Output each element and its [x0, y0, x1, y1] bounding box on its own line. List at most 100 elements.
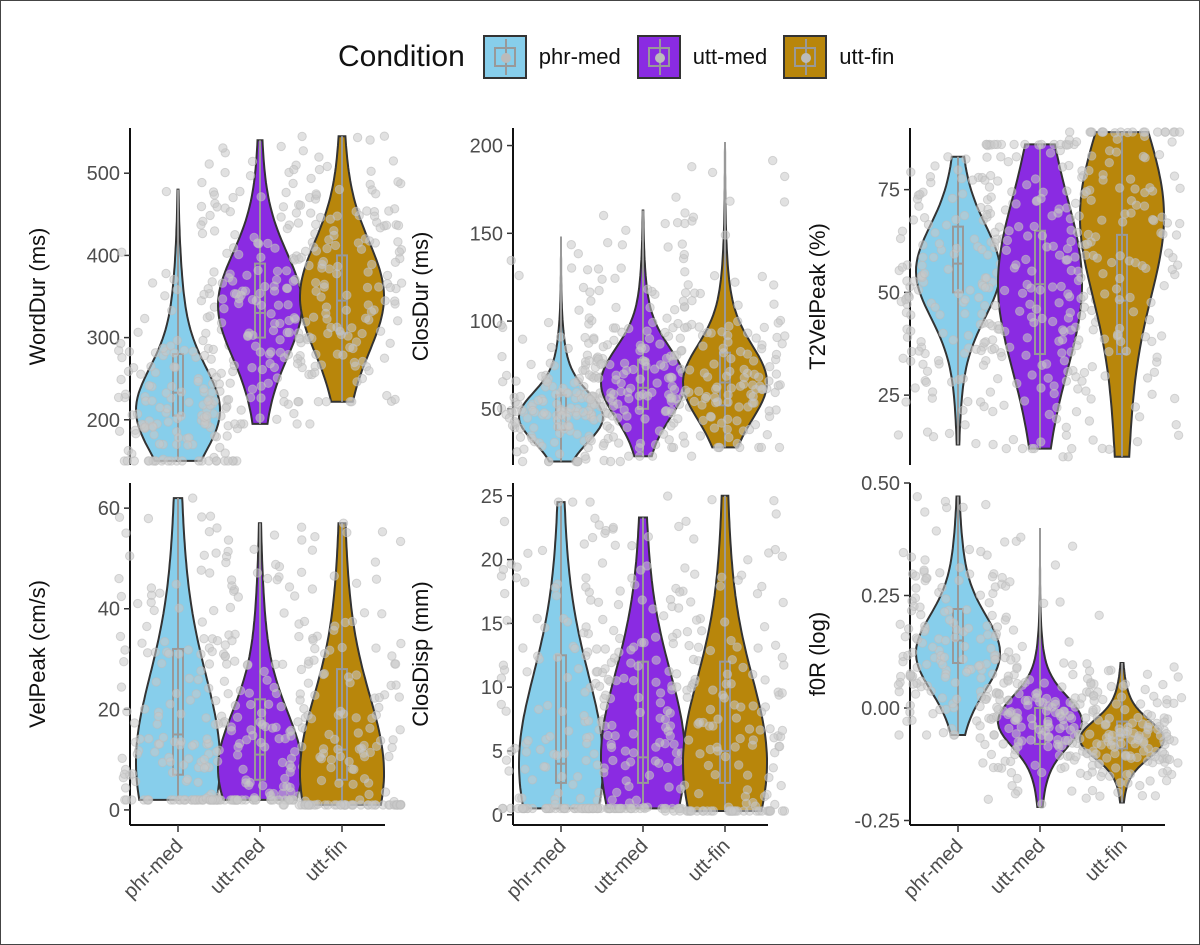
data-point: [207, 277, 217, 287]
data-point: [114, 512, 125, 522]
data-point: [928, 432, 939, 442]
data-point: [305, 419, 315, 429]
data-point: [496, 403, 507, 414]
data-point: [1082, 673, 1093, 684]
data-point: [611, 370, 621, 380]
data-point: [1072, 227, 1083, 238]
data-point: [260, 742, 270, 752]
data-point: [670, 305, 680, 315]
data-point: [660, 327, 670, 338]
data-point: [774, 442, 785, 453]
data-point: [390, 394, 400, 405]
data-point: [291, 208, 302, 218]
data-point: [545, 358, 555, 368]
data-point: [321, 397, 331, 407]
data-point: [506, 803, 516, 813]
data-point: [912, 662, 922, 672]
data-point: [114, 573, 124, 584]
data-point: [683, 735, 694, 745]
data-point: [270, 243, 280, 253]
data-point: [894, 730, 904, 740]
data-point: [1030, 760, 1040, 770]
data-point: [167, 305, 177, 316]
data-point: [1005, 756, 1016, 767]
data-point: [157, 658, 167, 669]
data-point: [150, 747, 160, 757]
data-point: [1063, 452, 1073, 462]
data-point: [129, 718, 140, 728]
data-point: [151, 677, 161, 687]
data-point: [687, 162, 697, 172]
data-point: [1174, 127, 1185, 137]
data-point: [919, 565, 929, 575]
data-point: [1142, 669, 1153, 679]
data-point: [208, 378, 218, 389]
y-axis-title: WordDur (ms): [25, 228, 50, 366]
data-point: [608, 522, 618, 533]
data-point: [259, 666, 269, 677]
data-point: [1102, 753, 1112, 763]
data-point: [769, 496, 779, 506]
data-point: [264, 349, 275, 359]
data-point: [1112, 134, 1122, 145]
data-point: [915, 602, 925, 612]
data-point: [748, 669, 758, 680]
data-point: [898, 657, 908, 667]
data-point: [1076, 310, 1087, 321]
data-point: [544, 456, 554, 467]
data-point: [353, 238, 364, 248]
data-point: [1044, 409, 1055, 420]
data-point: [256, 393, 266, 403]
data-point: [193, 675, 204, 685]
data-point: [600, 721, 610, 731]
data-point: [222, 248, 232, 259]
data-point: [650, 756, 661, 766]
data-point: [1067, 786, 1077, 796]
data-point: [335, 751, 345, 762]
data-point: [244, 688, 255, 698]
data-point: [371, 189, 381, 199]
data-point: [683, 280, 693, 290]
data-point: [1104, 347, 1114, 357]
data-point: [173, 433, 184, 443]
data-point: [225, 602, 236, 613]
data-point: [1114, 323, 1125, 334]
data-point: [347, 764, 357, 774]
data-point: [599, 768, 609, 778]
data-point: [266, 309, 276, 319]
data-point: [207, 646, 217, 657]
data-point: [318, 669, 328, 680]
data-point: [1111, 763, 1121, 773]
data-point: [253, 265, 263, 276]
data-point: [1096, 771, 1106, 782]
data-point: [1107, 257, 1117, 268]
data-point: [1037, 231, 1048, 241]
data-point: [938, 728, 949, 738]
data-point: [136, 369, 146, 379]
data-point: [1169, 662, 1179, 672]
data-point: [330, 240, 341, 251]
data-point: [314, 164, 325, 175]
data-point: [1029, 317, 1039, 328]
data-point: [990, 227, 1000, 238]
data-point: [1115, 732, 1125, 742]
data-point: [1027, 443, 1037, 454]
data-point: [172, 285, 182, 295]
data-point: [981, 273, 992, 283]
data-point: [635, 707, 645, 718]
data-point: [1100, 289, 1110, 299]
data-point: [987, 335, 998, 345]
data-point: [1037, 313, 1047, 324]
data-point: [897, 262, 908, 272]
y-axis-title: ClosDisp (mm): [408, 581, 433, 726]
data-point: [390, 257, 401, 267]
data-point: [338, 518, 349, 528]
data-point: [1099, 334, 1110, 344]
x-tick-label: utt-fin: [684, 835, 735, 886]
data-point: [960, 309, 970, 319]
data-point: [987, 669, 998, 679]
x-tick-label: utt-med: [986, 835, 1050, 899]
data-point: [311, 278, 321, 288]
data-point: [610, 273, 620, 283]
data-point: [586, 296, 596, 306]
